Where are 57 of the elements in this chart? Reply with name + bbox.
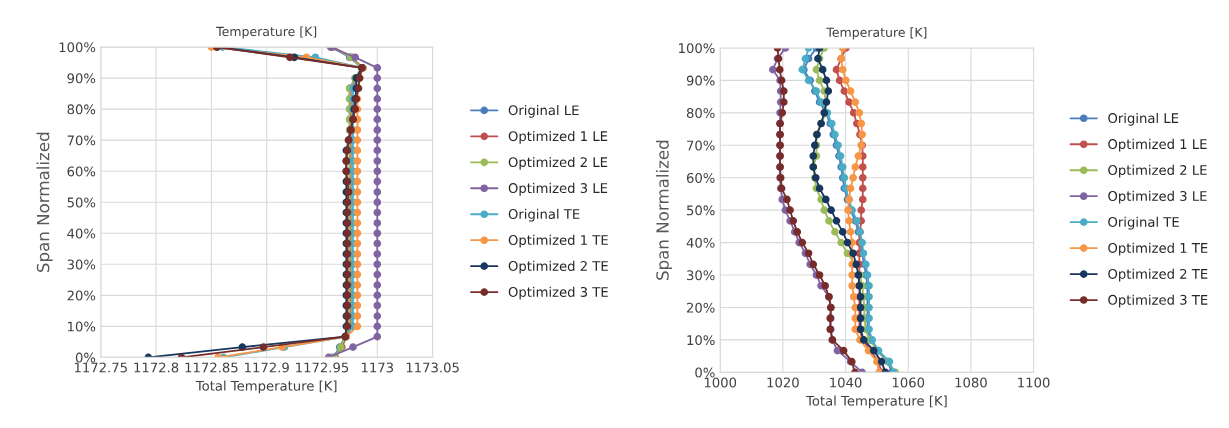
x-tick-label: 1172.75 — [74, 362, 127, 373]
y-tick-label: 70% — [687, 140, 715, 151]
legend-label: Optimized 1 LE — [1108, 138, 1207, 152]
legend-label: Optimized 3 TE — [508, 286, 608, 300]
x-tick-label: 1172.8 — [134, 362, 179, 373]
legend-label: Optimized 2 TE — [1108, 268, 1208, 282]
y-tick-label: 20% — [67, 290, 96, 301]
y-tick-label: 10% — [68, 321, 96, 332]
y-tick-label: 100% — [679, 43, 715, 54]
x-tick-label: 1000 — [704, 377, 737, 388]
legend-label: Original LE — [508, 104, 579, 118]
y-tick-label: 50% — [67, 197, 96, 208]
y-tick-label: 90% — [67, 73, 96, 84]
legend-label: Original LE — [1108, 112, 1179, 126]
legend-label: Optimized 1 TE — [508, 234, 608, 248]
y-tick-label: 70% — [67, 135, 96, 146]
x-tick-label: 1060 — [892, 377, 925, 388]
legend-label: Original TE — [508, 208, 580, 222]
legend-label: Optimized 1 LE — [508, 130, 608, 144]
y-tick-label: 10% — [687, 335, 715, 346]
legend-label: Optimized 2 LE — [1108, 164, 1207, 178]
y-tick-label: 80% — [67, 104, 96, 115]
x-tick-label: 1080 — [955, 377, 987, 388]
legend-label: Optimized 2 LE — [508, 156, 608, 170]
x-tick-label: 1173.05 — [406, 362, 459, 373]
legend-label: Optimized 2 TE — [508, 260, 608, 274]
legend-label: Original TE — [1108, 216, 1179, 230]
x-tick-label: 1100 — [1018, 377, 1050, 388]
legend-label: Optimized 3 LE — [508, 182, 608, 196]
y-tick-label: 100% — [59, 42, 96, 53]
y-tick-label: 40% — [686, 237, 715, 248]
legend-label: Optimized 1 TE — [1108, 242, 1208, 256]
y-tick-label: 40% — [67, 228, 96, 239]
y-tick-label: 30% — [687, 270, 715, 281]
chart-title: Temperature [K] — [826, 27, 927, 40]
y-tick-label: 0% — [695, 367, 715, 378]
y-tick-label: 30% — [67, 259, 96, 270]
y-axis-title: Span Normalized — [36, 132, 53, 273]
x-tick-label: 1172.85 — [185, 362, 238, 373]
chart-title: Temperature [K] — [216, 26, 317, 39]
y-axis-title: Span Normalized — [655, 140, 673, 280]
x-tick-label: 1172.9 — [245, 362, 289, 373]
y-tick-label: 60% — [67, 166, 96, 177]
legend-label: Optimized 3 TE — [1108, 294, 1208, 308]
x-axis-title: Total Temperature [K] — [195, 380, 337, 394]
y-tick-label: 0% — [75, 352, 96, 363]
legend-label: Optimized 3 LE — [1108, 190, 1207, 204]
x-tick-label: 1020 — [767, 377, 799, 388]
y-tick-label: 90% — [686, 75, 715, 86]
y-tick-label: 60% — [686, 172, 715, 183]
x-tick-label: 1173 — [361, 362, 394, 373]
y-tick-label: 50% — [687, 205, 715, 216]
x-tick-label: 1040 — [830, 377, 862, 388]
x-tick-label: 1172.95 — [296, 362, 349, 373]
y-tick-label: 20% — [686, 302, 715, 313]
y-tick-label: 80% — [686, 108, 715, 119]
x-axis-title: Total Temperature [K] — [805, 395, 947, 409]
